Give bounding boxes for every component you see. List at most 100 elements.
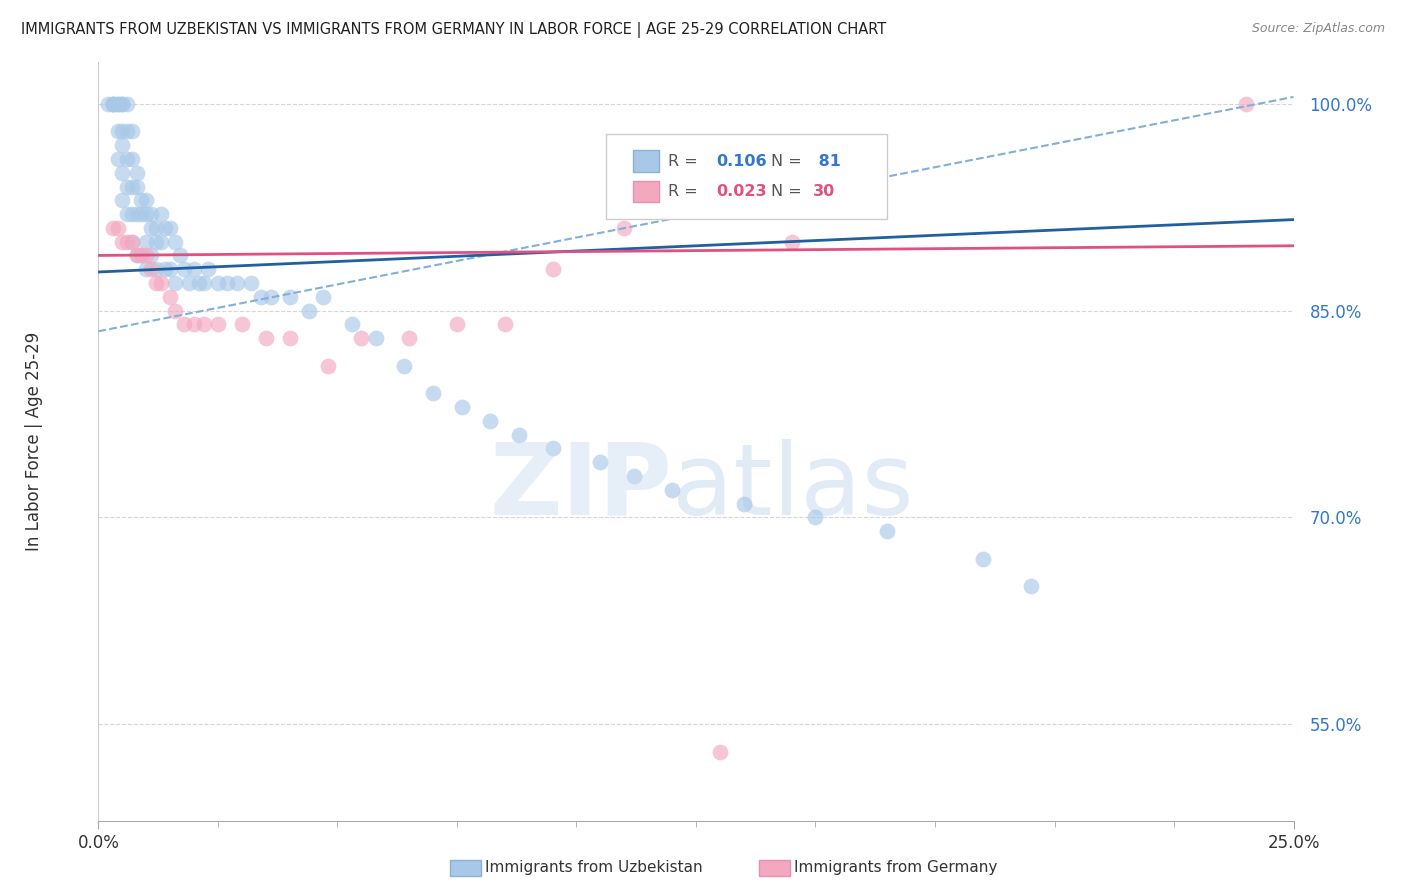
Point <box>733 497 755 511</box>
Point <box>97 96 120 111</box>
Point <box>135 248 157 262</box>
Point <box>115 235 138 249</box>
Point <box>145 220 167 235</box>
Point <box>541 442 564 456</box>
Point <box>193 276 215 290</box>
Point <box>159 220 181 235</box>
Point <box>422 386 444 401</box>
Text: ZIP: ZIP <box>489 439 672 535</box>
Point <box>111 124 134 138</box>
Bar <box>633 181 659 202</box>
Point <box>312 290 335 304</box>
Text: N =: N = <box>772 184 807 199</box>
Point <box>115 124 138 138</box>
Point <box>1234 96 1257 111</box>
Point <box>115 207 138 221</box>
Point <box>131 248 153 262</box>
Point <box>149 276 172 290</box>
Point <box>101 96 124 111</box>
Text: R =: R = <box>668 153 703 169</box>
Point <box>780 235 803 249</box>
Point <box>121 235 143 249</box>
Point <box>107 220 129 235</box>
Point <box>139 248 162 262</box>
Point <box>125 166 148 180</box>
Point <box>163 235 186 249</box>
Point <box>155 220 177 235</box>
Point <box>876 524 898 538</box>
Point <box>107 124 129 138</box>
Point <box>121 207 143 221</box>
Point <box>135 207 157 221</box>
Point <box>541 262 564 277</box>
Point <box>183 318 205 332</box>
Point <box>101 96 124 111</box>
Point <box>340 318 363 332</box>
Point <box>111 96 134 111</box>
Point <box>111 138 134 153</box>
Point <box>183 262 205 277</box>
Text: atlas: atlas <box>672 439 914 535</box>
Text: 81: 81 <box>813 153 841 169</box>
Point <box>804 510 827 524</box>
Point <box>278 331 301 345</box>
Point <box>589 455 612 469</box>
Point <box>115 152 138 166</box>
Point <box>173 262 195 277</box>
Point <box>169 248 191 262</box>
Point <box>125 248 148 262</box>
Point <box>254 331 277 345</box>
Point <box>131 194 153 208</box>
Point <box>131 248 153 262</box>
Point <box>207 276 229 290</box>
Point <box>145 262 167 277</box>
Y-axis label: In Labor Force | Age 25-29: In Labor Force | Age 25-29 <box>25 332 42 551</box>
Point <box>159 262 181 277</box>
Point <box>193 318 215 332</box>
Text: Immigrants from Germany: Immigrants from Germany <box>794 861 998 875</box>
Point <box>121 179 143 194</box>
Point <box>115 179 138 194</box>
Point <box>135 262 157 277</box>
Text: Source: ZipAtlas.com: Source: ZipAtlas.com <box>1251 22 1385 36</box>
Point <box>217 276 239 290</box>
Point <box>107 96 129 111</box>
Point <box>149 235 172 249</box>
Point <box>173 318 195 332</box>
Point <box>613 220 636 235</box>
Point <box>972 551 994 566</box>
Point <box>163 276 186 290</box>
Point <box>250 290 273 304</box>
Point <box>111 194 134 208</box>
Point <box>508 427 530 442</box>
Point <box>139 207 162 221</box>
Point <box>197 262 219 277</box>
Point <box>298 303 321 318</box>
Text: R =: R = <box>668 184 703 199</box>
Bar <box>633 151 659 171</box>
Point <box>398 331 420 345</box>
Point <box>121 235 143 249</box>
Point <box>121 152 143 166</box>
Point <box>111 235 134 249</box>
Point <box>1019 579 1042 593</box>
Point <box>226 276 249 290</box>
Point <box>207 318 229 332</box>
Point <box>145 235 167 249</box>
Point <box>131 207 153 221</box>
Point <box>163 303 186 318</box>
Point <box>125 179 148 194</box>
Point <box>661 483 683 497</box>
Point <box>121 124 143 138</box>
Point <box>135 235 157 249</box>
Point <box>101 96 124 111</box>
Point <box>101 220 124 235</box>
Point <box>479 414 502 428</box>
Text: 0.023: 0.023 <box>716 184 766 199</box>
Point <box>350 331 373 345</box>
Point <box>111 166 134 180</box>
Point <box>115 96 138 111</box>
Point <box>240 276 263 290</box>
Point <box>278 290 301 304</box>
Point <box>135 194 157 208</box>
